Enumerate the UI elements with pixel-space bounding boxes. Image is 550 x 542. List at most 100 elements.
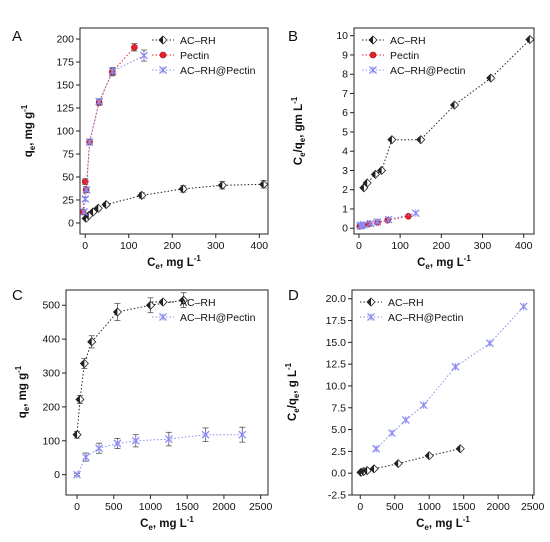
x-tick-label: 1000 (139, 501, 163, 513)
x-tick-label: 400 (251, 240, 269, 252)
y-tick-label: 7.5 (331, 402, 346, 414)
data-point (368, 35, 378, 45)
data-point (81, 453, 90, 462)
y-tick-label: 6 (342, 107, 348, 119)
y-tick-label: 0.0 (331, 468, 346, 480)
data-point (79, 207, 88, 216)
legend-item: AC–RH@Pectin (362, 65, 466, 77)
y-tick-label: 150 (56, 80, 74, 92)
data-point (362, 466, 372, 476)
data-point (178, 295, 189, 305)
plot-frame (351, 289, 535, 496)
x-tick-label: 2500 (521, 501, 545, 513)
data-point (486, 73, 496, 83)
panel-label: D (288, 287, 299, 304)
data-point (164, 435, 173, 444)
data-point (405, 212, 412, 220)
data-point (369, 464, 379, 474)
y-tick-label: 200 (56, 34, 74, 46)
y-tick-label: 7 (342, 88, 348, 100)
y-tick-label: 17.5 (326, 315, 347, 327)
y-tick-label: 500 (42, 300, 60, 312)
panel-b: B 0 100 200 300 400 0 1 2 3 4 5 6 7 8 9 10 Ce, mg L-1 Ce/q… (288, 27, 535, 271)
y-tick-label: 5.0 (331, 424, 346, 436)
x-tick-label: 100 (120, 240, 138, 252)
legend-label: Pectin (180, 50, 209, 62)
data-point (455, 444, 465, 454)
y-tick-label: 12.5 (326, 359, 347, 371)
y-tick-label: 1 (342, 203, 348, 215)
legend-item: AC–RH@Pectin (152, 312, 256, 324)
x-tick-label: 1500 (452, 501, 476, 513)
y-tick-label: 3 (342, 165, 348, 177)
legend-item: AC–RH@Pectin (360, 312, 464, 324)
legend-item: AC–RH (152, 35, 216, 47)
data-point (373, 217, 382, 226)
legend-item: Pectin (362, 50, 419, 62)
y-tick-label: 0 (342, 223, 348, 235)
y-tick-label: 9 (342, 49, 348, 61)
y-tick-label: -2.5 (328, 490, 346, 502)
x-tick-label: 100 (391, 240, 409, 252)
x-tick-label: 2500 (249, 501, 273, 513)
x-tick-label: 0 (74, 501, 80, 513)
y-tick-label: 125 (56, 103, 74, 115)
legend: AC–RH Pectin AC–RH@Pectin (362, 35, 466, 77)
series-line (82, 46, 135, 212)
data-point (137, 190, 147, 200)
data-point (85, 138, 94, 146)
legend: AC–RH Pectin AC–RH@Pectin (152, 35, 256, 77)
legend-label: AC–RH@Pectin (388, 312, 464, 324)
y-tick-label: 2.5 (331, 446, 346, 458)
x-axis-label: Ce, mg L-1 (147, 254, 201, 271)
legend-label: AC–RH (180, 297, 216, 309)
data-point (238, 430, 247, 439)
legend-item: AC–RH (362, 35, 426, 47)
data-point (369, 66, 377, 74)
x-tick-label: 200 (433, 240, 451, 252)
data-point (95, 97, 104, 106)
series-1 (372, 302, 528, 453)
y-axis-label: qe, mg g-1 (14, 365, 31, 418)
x-tick-label: 1500 (176, 501, 200, 513)
legend: AC–RH AC–RH@Pectin (152, 297, 256, 324)
y-tick-label: 400 (42, 334, 60, 346)
x-tick-label: 200 (163, 240, 181, 252)
x-tick-label: 2000 (486, 501, 510, 513)
series-0 (356, 444, 465, 477)
x-tick-label: 2000 (212, 501, 236, 513)
series-line (85, 183, 264, 219)
data-point (370, 169, 380, 179)
panel-a: A 0 100 200 300 400 0 25 50 75 100 125 150 175 200 Ce, … (12, 27, 269, 271)
data-point (88, 207, 98, 217)
data-point (158, 297, 168, 307)
series-1 (73, 426, 247, 479)
y-tick-label: 8 (342, 69, 348, 81)
panel-label: A (12, 28, 22, 45)
data-point (367, 313, 375, 321)
series-line (76, 299, 184, 435)
y-tick-label: 100 (42, 435, 60, 447)
y-tick-label: 200 (42, 401, 60, 413)
data-point (359, 220, 368, 229)
data-point (131, 44, 138, 51)
y-tick-label: 100 (56, 126, 74, 138)
y-tick-label: 15.0 (326, 337, 347, 349)
y-tick-label: 2 (342, 184, 348, 196)
data-point (387, 135, 397, 145)
y-tick-label: 20.0 (326, 293, 347, 305)
y-axis-label: Ce/qe, gm L-1 (290, 96, 307, 165)
panel-c: C 0 500 1000 1500 2000 2500 0 100 200 300 400 500 Ce,… (12, 287, 272, 532)
legend-label: AC–RH (388, 297, 424, 309)
data-point (108, 67, 117, 76)
plot-frame (353, 27, 535, 235)
x-tick-label: 500 (105, 501, 123, 513)
x-axis-label: Ce, mg L-1 (416, 515, 470, 532)
data-point (201, 430, 210, 439)
data-point (72, 430, 82, 440)
data-point (451, 362, 460, 371)
data-point (93, 203, 103, 213)
series-2 (356, 209, 420, 230)
data-point (217, 180, 227, 190)
